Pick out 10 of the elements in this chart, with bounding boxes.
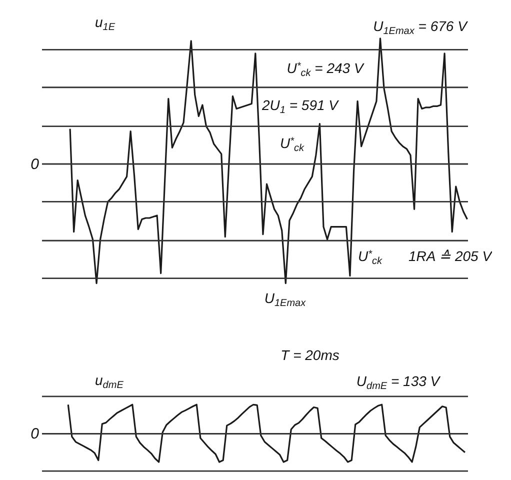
chart-title: u$_{dmE}$ [95,372,124,390]
text: U$_{dmE}$ = 133 V [356,373,442,392]
annotation: 2U$_{1}$ = 591 V [260,97,340,116]
chart-title: u$_{1E}$ [95,14,116,32]
text: U$_{1Emax}$ [264,290,307,308]
annotation: U$^{*}$$_{ck}$ = 243 V [286,60,365,78]
text: U$_{1Emax}$ = 676 V [373,18,469,36]
ref-line-label: 0 [30,426,40,443]
ref-line-label: 0 [30,156,40,173]
text: T = 20ms [280,347,340,363]
